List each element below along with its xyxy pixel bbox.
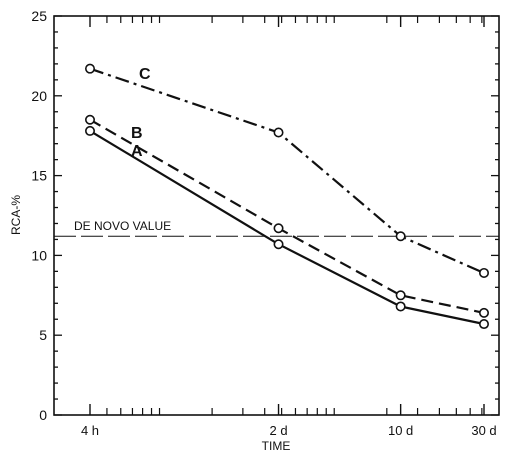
series-label-c: C xyxy=(139,66,151,83)
y-tick-labels: 0 5 10 15 20 25 xyxy=(31,8,47,423)
data-point-a xyxy=(85,125,96,136)
series-line-c xyxy=(89,67,485,275)
series-label-b: B xyxy=(131,125,143,142)
data-point-b xyxy=(273,223,284,234)
data-point-c xyxy=(85,63,96,74)
plot-frame xyxy=(53,15,500,416)
y-tick-label: 0 xyxy=(39,407,47,423)
y-axis-label: RCA-% xyxy=(9,195,23,235)
y-tick-label: 25 xyxy=(31,8,47,24)
y-tick-label: 5 xyxy=(39,327,47,343)
data-points xyxy=(85,63,489,330)
x-axis-label: TIME xyxy=(262,439,291,453)
y-tick-label: 15 xyxy=(31,168,47,184)
x-tick-label: 2 d xyxy=(269,423,287,438)
series-lines xyxy=(89,67,485,326)
x-tick-label: 4 h xyxy=(81,423,99,438)
data-point-a xyxy=(273,239,284,250)
x-tick-label: 30 d xyxy=(471,423,496,438)
y-tick-label: 10 xyxy=(31,247,47,263)
series-line-a xyxy=(89,129,485,326)
series-labels: AB C xyxy=(131,66,151,160)
x-tick-label: 10 d xyxy=(388,423,413,438)
data-point-b xyxy=(395,290,406,301)
series-line-b xyxy=(89,118,485,314)
data-point-c xyxy=(273,127,284,138)
y-tick-label: 20 xyxy=(31,88,47,104)
series-label-a: A xyxy=(131,143,143,160)
data-point-b xyxy=(478,307,489,318)
data-point-a xyxy=(395,301,406,312)
reference-lines: DE NOVO VALUE xyxy=(54,219,499,237)
data-point-a xyxy=(478,319,489,330)
reference-line-label: DE NOVO VALUE xyxy=(74,219,171,233)
data-point-c xyxy=(478,267,489,278)
data-point-c xyxy=(395,231,406,242)
tick-marks xyxy=(54,15,499,416)
data-point-b xyxy=(85,114,96,125)
x-tick-labels: 4 h 2 d 10 d 30 d xyxy=(81,423,497,438)
